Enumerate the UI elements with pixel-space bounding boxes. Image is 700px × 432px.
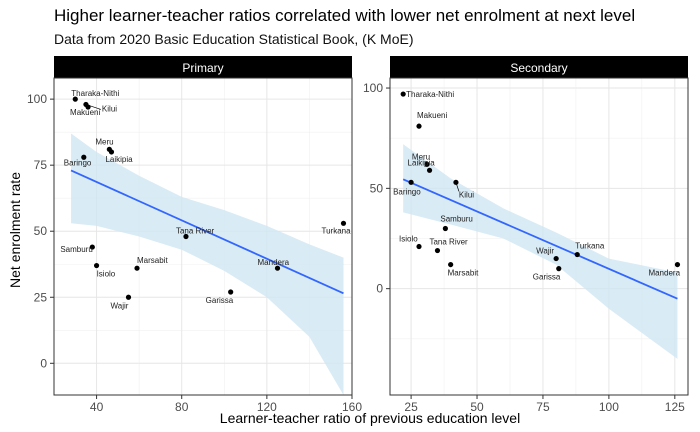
y-tick-label: 50: [370, 181, 384, 195]
data-point: [434, 247, 441, 254]
data-point: [674, 261, 681, 268]
data-point: [553, 255, 559, 262]
x-tick-label: 125: [665, 400, 685, 414]
point-label: Turkana: [575, 242, 605, 251]
point-label: Baringo: [393, 187, 421, 196]
data-point: [81, 154, 87, 160]
y-tick-label: 0: [40, 356, 47, 370]
chart-subtitle: Data from 2020 Basic Education Statistic…: [54, 31, 414, 47]
data-point: [183, 233, 189, 240]
point-label: Garissa: [206, 296, 234, 305]
point-label: Isiolo: [399, 235, 418, 244]
y-tick-label: 75: [34, 158, 48, 172]
point-label: Marsabit: [137, 256, 168, 265]
point-label: Tharaka-Nithi: [71, 89, 119, 98]
facet-strip-label: Secondary: [510, 61, 567, 75]
confidence-band: [403, 144, 678, 359]
panel-secondary: Secondary 25 50 75 100 125 0 50 100 Tharaka-Nithi…: [363, 56, 689, 414]
panel-frame: [53, 77, 353, 396]
data-point: [400, 91, 406, 97]
y-tick-label: 50: [34, 224, 48, 238]
point-label: Mandera: [258, 258, 290, 267]
x-tick-label: 160: [342, 400, 362, 414]
point-label: Baringo: [64, 158, 92, 167]
point-label: Makueni: [70, 108, 100, 117]
panel-primary: Primary 40 80 120 160 0 25 50 75 100 Tharaka-Nithi…: [27, 56, 362, 414]
data-point: [125, 294, 132, 300]
point-label: Tana River: [176, 227, 215, 236]
panel-frame: [389, 77, 689, 396]
data-point: [340, 220, 347, 226]
point-label: Wajir: [536, 247, 554, 256]
x-tick-label: 25: [404, 400, 418, 414]
x-tick-label: 120: [257, 400, 277, 414]
point-label: Laikipia: [408, 158, 436, 167]
data-point: [574, 251, 580, 258]
y-axis-label: Net enrolment rate: [7, 172, 23, 288]
x-tick-label: 50: [470, 400, 484, 414]
data-point: [408, 179, 414, 185]
point-label: Wajir: [111, 301, 129, 310]
point-label: Garissa: [533, 273, 561, 282]
data-point: [426, 167, 433, 173]
x-tick-label: 80: [175, 400, 189, 414]
point-label: Mandera: [648, 269, 680, 278]
trend-line: [402, 178, 678, 300]
point-label: Kilui: [459, 190, 474, 199]
x-tick-label: 100: [599, 400, 619, 414]
y-tick-label: 25: [34, 290, 48, 304]
y-tick-label: 100: [363, 81, 383, 95]
x-tick-label: 40: [90, 400, 104, 414]
facet-strip: [390, 56, 688, 78]
data-point: [72, 96, 78, 102]
point-label: Samburu: [60, 245, 92, 254]
data-point: [228, 289, 234, 295]
label-leader-line: [455, 182, 460, 192]
point-label: Makueni: [417, 111, 447, 120]
facet-strip-label: Primary: [182, 61, 223, 75]
chart-title: Higher learner-teacher ratios correlated…: [54, 6, 636, 25]
data-point: [108, 149, 115, 155]
point-label: Samburu: [440, 214, 472, 223]
point-label: Marsabit: [448, 269, 479, 278]
trend-line: [70, 169, 344, 295]
point-label: Kilui: [102, 104, 117, 113]
facet-strip: [54, 56, 352, 78]
data-point: [274, 265, 281, 271]
confidence-band: [71, 133, 344, 395]
data-point: [453, 179, 459, 185]
data-point: [556, 266, 562, 272]
data-point: [442, 225, 448, 232]
x-tick-label: 75: [536, 400, 550, 414]
y-tick-label: 100: [27, 92, 47, 106]
point-label: Isiolo: [97, 270, 116, 279]
point-label: Meru: [95, 137, 113, 146]
point-label: Tharaka-Nithi: [406, 90, 454, 99]
data-point: [448, 261, 454, 268]
data-point: [424, 161, 430, 167]
point-label: Tana River: [429, 238, 468, 247]
y-tick-label: 0: [376, 282, 383, 296]
data-point: [416, 243, 422, 250]
data-point: [134, 265, 140, 271]
data-point: [416, 123, 422, 129]
data-point: [93, 262, 100, 269]
point-label: Laikipia: [105, 155, 133, 164]
data-point: [89, 244, 95, 250]
x-axis-label: Learner-teacher ratio of previous educat…: [220, 410, 520, 426]
point-label: Turkana: [321, 226, 351, 235]
point-label: Meru: [412, 152, 430, 161]
label-leader-line: [85, 104, 102, 110]
